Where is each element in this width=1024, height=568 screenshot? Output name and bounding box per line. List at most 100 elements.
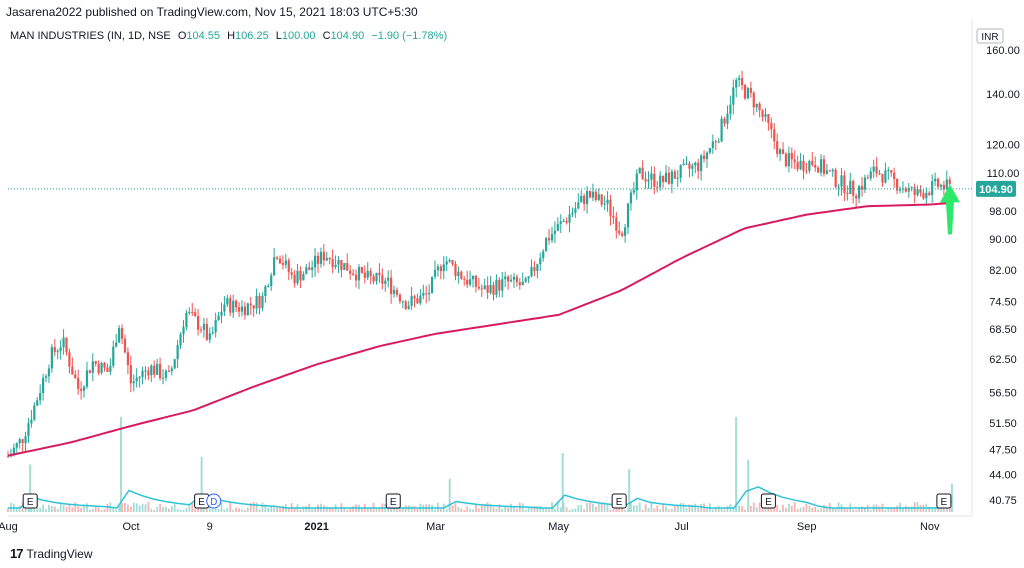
volume-bar <box>150 508 153 512</box>
candle-body <box>80 388 83 391</box>
candle-body <box>588 191 592 198</box>
volume-bar <box>931 508 934 512</box>
y-tick-label: 98.00 <box>989 206 1017 218</box>
volume-bar <box>223 509 226 512</box>
candle-body <box>796 162 799 170</box>
earnings-marker-bg <box>936 493 952 509</box>
high-value: 106.25 <box>235 30 269 42</box>
volume-bar <box>276 507 278 512</box>
candle-body <box>118 328 121 343</box>
volume-bar <box>173 504 176 512</box>
volume-bar <box>261 502 264 512</box>
volume-bar <box>258 509 261 512</box>
candle-body <box>275 257 279 259</box>
last-price-badge-bg <box>976 180 1016 197</box>
candle-body <box>264 286 267 296</box>
candle-body <box>758 103 761 111</box>
candle-body <box>120 328 124 339</box>
volume-bar <box>817 509 820 512</box>
candle-body <box>270 275 273 286</box>
candle-body <box>887 170 890 172</box>
candle-body <box>21 439 24 444</box>
last-price-badge: 104.90 <box>976 180 1016 197</box>
volume-bar <box>691 504 694 512</box>
candle-body <box>866 177 869 179</box>
candle-body <box>419 295 422 304</box>
volume-bar <box>913 502 916 512</box>
volume-bar <box>378 508 381 512</box>
volume-bar <box>346 509 349 512</box>
volume-bar <box>752 502 755 512</box>
candle-body <box>176 345 179 360</box>
candle-body <box>855 195 858 199</box>
volume-bar <box>454 502 457 512</box>
dividend-marker-label: D <box>210 497 217 508</box>
candle-body <box>568 214 571 223</box>
candle-body <box>606 199 609 204</box>
candle-body <box>387 277 390 281</box>
price-axis[interactable]: 160.00 140.00 120.00 110.00 98.00 90.00 82.00 7… <box>986 45 1020 507</box>
candle-body <box>135 377 138 382</box>
volume-bar <box>515 508 518 512</box>
candle-body <box>580 195 583 203</box>
candle-body <box>395 289 399 295</box>
candle-body <box>50 347 53 369</box>
candle-body <box>512 276 516 280</box>
candle-body <box>308 267 311 271</box>
volume-bar <box>711 509 714 512</box>
volume-bar <box>688 504 691 512</box>
volume-bar <box>80 507 83 512</box>
volume-bar <box>843 508 846 512</box>
volume-bar <box>243 509 246 512</box>
candle-body <box>612 215 615 218</box>
volume-bar <box>928 506 931 512</box>
volume-bar <box>124 502 126 512</box>
candle-body <box>65 337 68 353</box>
x-tick-label: Mar <box>426 521 445 533</box>
volume-bar <box>489 503 492 512</box>
earnings-marker-bg <box>760 493 776 509</box>
currency-badge-bg <box>976 28 1004 44</box>
candle-body <box>153 365 156 375</box>
candle-body <box>694 162 697 166</box>
candle-body <box>211 332 214 334</box>
volume-bar <box>15 508 18 512</box>
candle-body <box>161 377 165 379</box>
candle-body <box>445 261 448 265</box>
volume-bar <box>551 502 553 512</box>
time-axis[interactable]: Aug Oct 9 2021 Mar May Jul Sep Nov <box>0 521 940 533</box>
candle-body <box>676 177 679 179</box>
candle-body <box>609 199 612 216</box>
candle-body <box>430 276 434 293</box>
volume-bar <box>100 509 103 512</box>
volume-bar <box>510 503 512 512</box>
candle-body <box>507 276 510 282</box>
candle-body <box>840 175 843 187</box>
candle-body <box>141 370 144 377</box>
volume-bar <box>477 508 480 512</box>
volume-bar <box>182 509 185 512</box>
candle-body <box>641 167 644 179</box>
candle-body <box>898 189 902 191</box>
volume-bar <box>574 508 577 512</box>
candle-body <box>819 159 823 173</box>
candle-body <box>934 178 937 182</box>
earnings-marker-label: E <box>390 497 397 508</box>
volume-bar <box>896 505 898 512</box>
arrow-up-icon <box>939 184 960 235</box>
low-label: L <box>275 30 282 42</box>
candle-body <box>577 202 580 209</box>
tradingview-brand[interactable]: 17 TradingView <box>10 546 93 561</box>
volume-bar <box>118 505 121 512</box>
candle-body <box>466 279 469 285</box>
candle-body <box>638 167 641 174</box>
symbol-name[interactable]: MAN INDUSTRIES (IN, 1D, NSE <box>10 30 171 42</box>
candle-body <box>299 270 302 281</box>
candle-body <box>287 260 290 273</box>
candle-body <box>533 266 536 271</box>
volume-bar <box>486 502 489 512</box>
currency-badge[interactable]: INR <box>976 28 1004 44</box>
candle-body <box>489 285 492 293</box>
x-tick-label: Oct <box>122 521 139 533</box>
